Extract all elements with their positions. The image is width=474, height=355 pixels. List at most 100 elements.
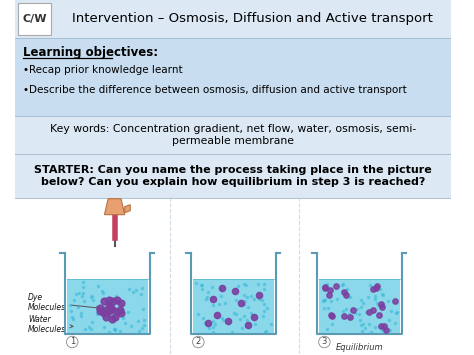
Point [128, 324, 135, 329]
Point [200, 316, 207, 321]
Point [392, 310, 400, 316]
Point [81, 326, 89, 332]
Point [250, 297, 257, 302]
Point [255, 292, 263, 297]
Point [118, 300, 125, 306]
Point [353, 306, 361, 311]
Point [201, 320, 209, 326]
Point [132, 288, 139, 293]
Text: Water
Molecules: Water Molecules [28, 315, 73, 334]
Point [112, 293, 119, 299]
Point [103, 303, 110, 309]
Point [134, 318, 142, 324]
Point [243, 317, 251, 323]
Point [319, 299, 327, 304]
Point [380, 301, 387, 307]
Point [371, 296, 379, 302]
Point [340, 289, 347, 295]
Point [244, 304, 252, 310]
Point [137, 291, 145, 297]
Text: •Recap prior knowledge learnt: •Recap prior knowledge learnt [23, 65, 182, 75]
Point [117, 307, 124, 313]
Point [359, 321, 366, 327]
Point [89, 297, 97, 303]
Point [267, 322, 274, 327]
Point [230, 310, 238, 316]
Point [346, 314, 354, 320]
FancyBboxPatch shape [15, 38, 451, 116]
Point [139, 306, 147, 311]
Point [217, 286, 225, 292]
Point [205, 325, 213, 331]
Point [75, 291, 83, 296]
Point [224, 318, 232, 323]
Point [262, 328, 270, 334]
Point [216, 301, 223, 306]
Point [209, 284, 216, 290]
Point [260, 281, 268, 286]
Text: C/W: C/W [22, 14, 47, 24]
Point [94, 283, 101, 289]
FancyBboxPatch shape [15, 116, 451, 154]
Point [101, 307, 109, 313]
Point [327, 298, 334, 304]
Point [77, 313, 84, 319]
Point [118, 301, 125, 307]
Point [100, 298, 108, 304]
Point [113, 308, 121, 313]
Point [393, 309, 401, 315]
Point [260, 286, 268, 292]
Point [343, 293, 350, 298]
Point [204, 320, 211, 326]
Point [259, 297, 266, 302]
Point [345, 316, 352, 321]
Point [194, 311, 201, 317]
Point [358, 328, 365, 334]
Point [367, 329, 375, 335]
Point [203, 294, 211, 300]
Point [332, 283, 340, 289]
Point [237, 316, 244, 322]
FancyBboxPatch shape [67, 279, 148, 334]
Point [107, 304, 115, 310]
Point [374, 283, 381, 289]
Point [321, 284, 328, 290]
Point [375, 312, 383, 318]
Point [381, 327, 388, 333]
Point [197, 282, 205, 288]
Point [232, 311, 239, 317]
Point [107, 307, 115, 313]
Point [98, 288, 106, 294]
Point [327, 312, 335, 317]
Point [88, 294, 96, 299]
Polygon shape [104, 199, 125, 215]
Point [111, 312, 119, 317]
Point [365, 310, 373, 315]
Point [111, 327, 118, 333]
Point [357, 297, 365, 303]
Point [96, 308, 104, 314]
Text: Key words: Concentration gradient, net flow, water, osmosis, semi-
permeable mem: Key words: Concentration gradient, net f… [50, 124, 417, 146]
Point [240, 281, 247, 286]
Point [392, 320, 399, 326]
Point [209, 318, 217, 324]
FancyBboxPatch shape [15, 154, 451, 198]
Point [210, 302, 217, 307]
Point [111, 314, 119, 320]
Point [198, 283, 206, 288]
Point [99, 291, 106, 296]
Point [113, 297, 121, 302]
Point [112, 313, 119, 319]
Point [340, 313, 347, 318]
Point [70, 297, 77, 303]
Point [380, 323, 388, 328]
Point [80, 298, 88, 304]
Point [68, 314, 76, 320]
Point [97, 305, 104, 311]
Point [140, 323, 147, 328]
Text: Dye
Molecules: Dye Molecules [28, 293, 100, 312]
Point [378, 301, 385, 307]
Point [232, 297, 240, 302]
Text: Learning objectives:: Learning objectives: [23, 47, 158, 59]
Point [217, 293, 225, 299]
